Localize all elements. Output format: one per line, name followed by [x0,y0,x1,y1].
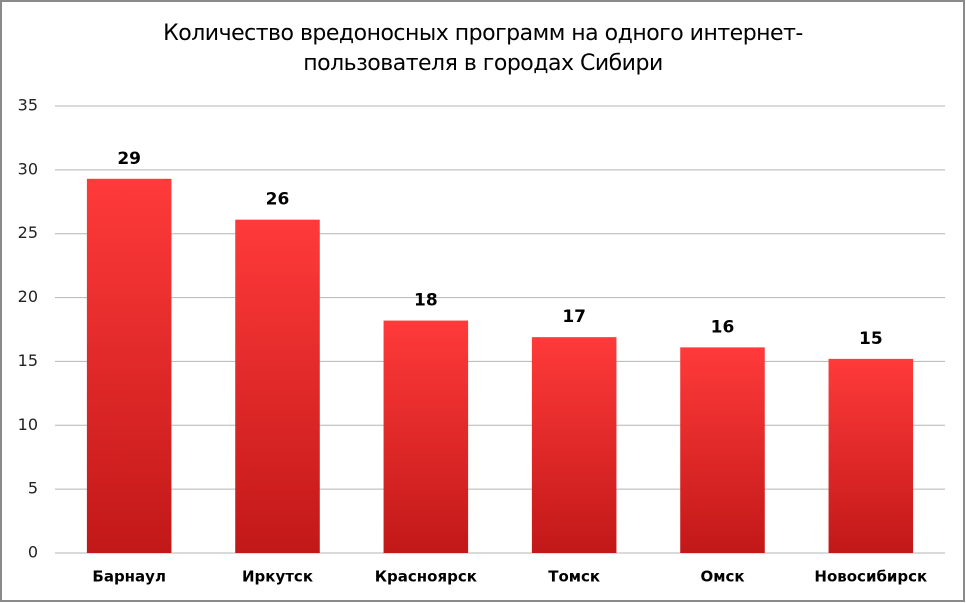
x-tick-label: Томск [548,568,600,586]
x-tick-label: Барнаул [92,568,166,586]
bar [383,320,469,553]
bar [531,337,617,553]
y-tick-label: 30 [18,159,38,178]
y-tick-label: 35 [18,96,38,115]
chart-title: пользователя в городах Сибири [303,51,663,76]
value-label: 18 [414,291,438,311]
y-tick-label: 0 [28,543,38,562]
bar [680,347,765,553]
x-tick-label: Иркутск [242,568,313,586]
y-tick-label: 10 [18,415,38,434]
value-label: 15 [859,329,883,349]
x-tick-label: Новосибирск [814,568,927,586]
y-tick-label: 25 [18,223,38,242]
x-tick-label: Красноярск [375,568,477,586]
value-label: 29 [117,149,141,169]
value-label: 17 [562,307,586,327]
chart-title: Количество вредоносных программ на одног… [163,21,803,46]
y-tick-label: 20 [18,287,38,306]
value-label: 16 [711,317,735,337]
value-label: 26 [266,190,290,210]
x-tick-label: Омск [700,568,744,586]
y-tick-label: 5 [28,479,38,498]
bar [86,178,172,553]
y-tick-label: 15 [18,351,38,370]
bar [235,219,320,553]
bar [828,358,914,553]
